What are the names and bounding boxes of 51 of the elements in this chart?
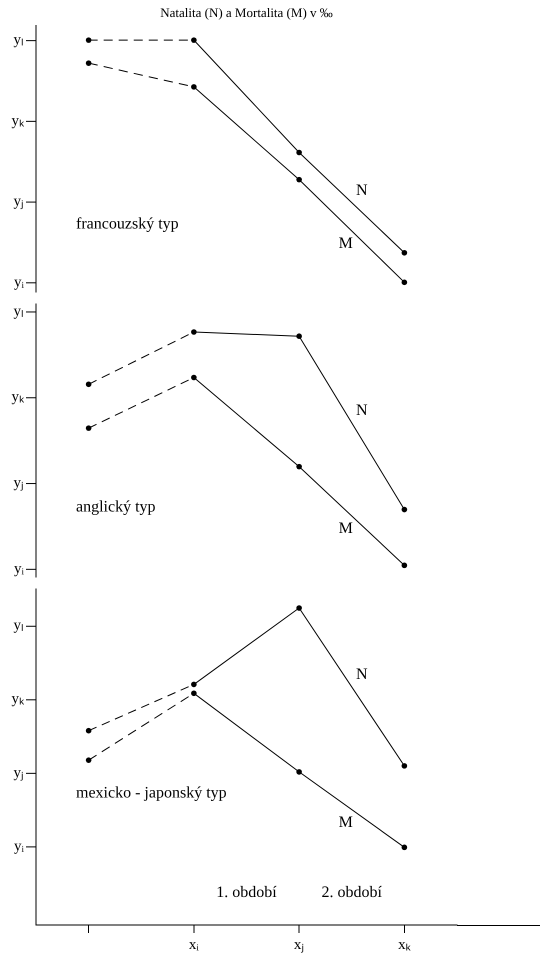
point — [296, 333, 302, 339]
x-tick-label: xᵢ — [188, 936, 200, 953]
text: yᵢ — [14, 838, 25, 854]
text: yᵢ — [14, 560, 25, 577]
point — [86, 757, 92, 763]
point — [86, 381, 92, 388]
series-label: N — [356, 182, 368, 199]
annotation: 2. období — [322, 884, 383, 902]
point — [296, 605, 302, 611]
text: yⱼ — [14, 474, 24, 491]
point — [191, 329, 197, 335]
annotation: 1. období — [216, 884, 278, 902]
text: yₗ — [14, 618, 24, 634]
point — [402, 250, 408, 256]
point — [86, 728, 92, 734]
series-label: N — [356, 402, 368, 420]
point — [296, 769, 302, 775]
text: francouzský typ — [76, 215, 179, 232]
series-label: M — [338, 520, 353, 538]
point — [191, 690, 197, 696]
series-label: M — [338, 814, 353, 831]
text: yₗ — [14, 303, 24, 320]
x-tick-label: xₖ — [398, 936, 412, 953]
text: yₖ — [12, 389, 25, 406]
point — [402, 562, 408, 568]
point — [296, 176, 302, 182]
x-tick-label: xⱼ — [294, 936, 304, 953]
text: anglický typ — [76, 498, 156, 516]
series-label: M — [338, 235, 353, 252]
point — [402, 506, 408, 512]
point — [191, 37, 197, 43]
point — [86, 37, 92, 43]
point — [191, 84, 197, 90]
text: yᵢ — [14, 274, 25, 290]
text: yⱼ — [14, 764, 24, 781]
point — [191, 682, 197, 688]
point — [191, 374, 197, 380]
point — [402, 280, 408, 286]
point — [86, 60, 92, 66]
text: yⱼ — [14, 194, 24, 210]
text: yₗ — [14, 32, 24, 48]
text: yₖ — [12, 691, 25, 708]
text: yₖ — [12, 112, 25, 129]
chart-title: Natalita (N) a Mortalita (M) v ‰ — [160, 5, 333, 20]
point — [402, 844, 408, 850]
text: mexicko - japonský typ — [76, 784, 227, 802]
point — [402, 763, 408, 769]
point — [296, 464, 302, 470]
point — [296, 150, 302, 156]
series-label: N — [356, 666, 368, 684]
point — [86, 425, 92, 431]
